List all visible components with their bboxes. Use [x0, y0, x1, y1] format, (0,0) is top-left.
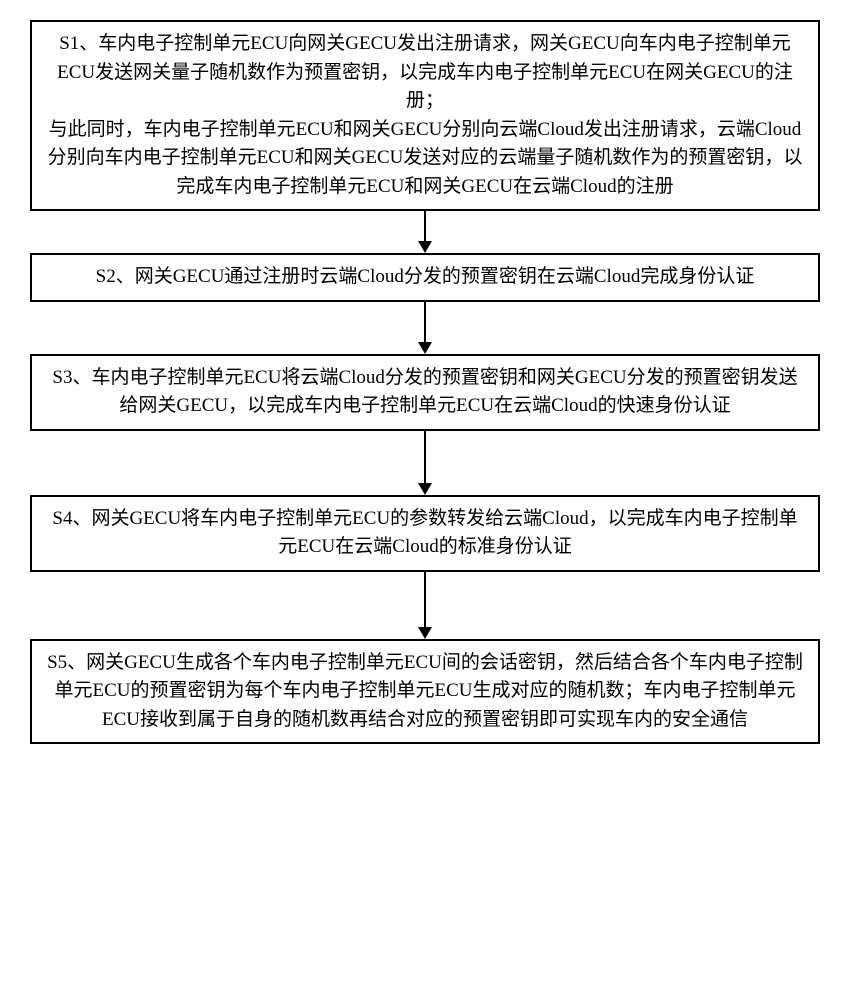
- flowchart-step-s2: S2、网关GECU通过注册时云端Cloud分发的预置密钥在云端Cloud完成身份…: [30, 253, 820, 302]
- arrow-down-icon: [418, 302, 432, 354]
- flowchart-container: S1、车内电子控制单元ECU向网关GECU发出注册请求，网关GECU向车内电子控…: [30, 20, 820, 744]
- flowchart-step-s5: S5、网关GECU生成各个车内电子控制单元ECU间的会话密钥，然后结合各个车内电…: [30, 639, 820, 745]
- flowchart-step-s1: S1、车内电子控制单元ECU向网关GECU发出注册请求，网关GECU向车内电子控…: [30, 20, 820, 211]
- arrow-down-icon: [418, 572, 432, 639]
- flowchart-step-s3: S3、车内电子控制单元ECU将云端Cloud分发的预置密钥和网关GECU分发的预…: [30, 354, 820, 431]
- arrow-down-icon: [418, 211, 432, 253]
- arrow-down-icon: [418, 431, 432, 495]
- flowchart-step-s4: S4、网关GECU将车内电子控制单元ECU的参数转发给云端Cloud，以完成车内…: [30, 495, 820, 572]
